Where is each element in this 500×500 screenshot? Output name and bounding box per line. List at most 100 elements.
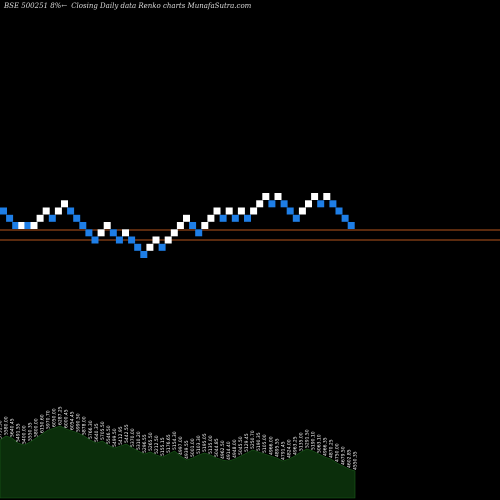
renko-brick-down <box>195 229 203 237</box>
renko-brick-up <box>122 229 129 237</box>
renko-brick-up <box>298 207 306 215</box>
renko-brick-up <box>18 222 26 229</box>
price-label: 5212.50 <box>154 435 160 454</box>
renko-brick-up <box>262 193 270 200</box>
renko-brick-down <box>244 214 251 222</box>
header-chart-label: Closing Daily data Renko charts MunafaSu… <box>71 2 251 10</box>
price-label: 5176.65 <box>166 434 172 453</box>
price-label: 4824.00 <box>286 439 292 458</box>
renko-brick-up <box>152 236 160 244</box>
renko-brick-down <box>219 214 227 222</box>
price-label: 5044.85 <box>214 438 220 457</box>
renko-brick-down <box>292 214 300 222</box>
price-label: 5751.50 <box>0 420 4 439</box>
reference-lines <box>0 229 500 241</box>
price-label: 6050.00 <box>52 408 58 427</box>
renko-brick-up <box>42 207 50 215</box>
price-label: 5550.35 <box>28 422 34 441</box>
renko-brick-down <box>317 200 325 208</box>
renko-brick-down <box>0 207 7 215</box>
price-label: 6054.45 <box>70 411 76 430</box>
renko-brick-up <box>207 214 215 222</box>
price-label: 4602.85 <box>347 449 353 468</box>
price-label: 4550.35 <box>353 451 359 470</box>
price-label: 5250.70 <box>250 430 256 449</box>
price-label: 5190.10 <box>310 431 316 450</box>
renko-brick-down <box>67 207 75 215</box>
price-label: 5400.00 <box>22 425 28 444</box>
price-label: 5265.50 <box>148 432 154 451</box>
price-label: 5990.50 <box>76 413 82 432</box>
price-label: 5705.50 <box>100 421 106 440</box>
renko-brick-down <box>48 214 56 222</box>
renko-brick-down <box>6 214 14 222</box>
price-labels: 5751.50 5580.00 5640.45 5491.55 5400.00 5550.… <box>0 406 359 470</box>
renko-brick-down <box>140 251 148 258</box>
price-label: 4948.00 <box>232 439 238 458</box>
price-label: 5103.30 <box>196 435 202 454</box>
price-label: 4791.45 <box>280 441 286 460</box>
header-symbol: BSE 500251 8% <box>3 2 62 10</box>
price-label: 6287.25 <box>58 406 64 425</box>
price-label: 5045.50 <box>238 436 244 455</box>
price-label: 5370.00 <box>130 428 136 447</box>
renko-brick-up <box>256 200 264 208</box>
price-label: 5155.15 <box>160 437 166 456</box>
price-label: 4963.25 <box>292 436 298 455</box>
price-area-fill <box>0 425 356 499</box>
renko-brick-up <box>201 222 209 229</box>
renko-brick-up <box>274 193 282 200</box>
renko-brick-down <box>231 214 239 222</box>
renko-brick-down <box>79 222 87 229</box>
price-label: 4997.00 <box>178 436 184 455</box>
price-label: 5970.70 <box>46 410 52 429</box>
renko-brick-up <box>164 236 172 244</box>
price-label: 5063.10 <box>316 434 322 453</box>
price-label: 5766.30 <box>88 420 94 439</box>
renko-brick-down <box>91 236 99 244</box>
price-label: 6000.45 <box>64 409 70 428</box>
price-label: 4966.35 <box>322 437 328 456</box>
renko-brick-down <box>109 229 117 237</box>
price-label: 5135.00 <box>298 432 304 451</box>
renko-brick-up <box>30 222 38 229</box>
renko-brick-up <box>36 214 44 222</box>
price-label: 5001.00 <box>190 438 196 457</box>
renko-brick-up <box>170 229 178 237</box>
renko-brick-down <box>335 207 343 215</box>
price-label: 5442.55 <box>124 424 130 443</box>
price-label: 4679.50 <box>341 446 347 465</box>
price-label: 4895.55 <box>274 438 280 457</box>
price-label: 5499.50 <box>112 428 118 447</box>
renko-brick-up <box>311 193 319 200</box>
price-label: 5105.00 <box>262 434 268 453</box>
price-label: 5154.30 <box>172 431 178 450</box>
renko-brick-down <box>286 207 294 215</box>
price-label: 5129.45 <box>244 433 250 452</box>
price-label: 4914.40 <box>226 441 232 460</box>
renko-brick-up <box>183 214 190 222</box>
price-label: 4939.55 <box>184 440 190 459</box>
price-label: 5412.95 <box>118 426 124 445</box>
price-label: 5296.55 <box>142 434 148 453</box>
price-label: 5291.50 <box>304 429 310 448</box>
renko-brick-down <box>73 214 81 222</box>
price-label: 5135.00 <box>208 435 214 454</box>
renko-brick-up <box>146 243 154 251</box>
price-area <box>0 425 356 499</box>
renko-brick-down <box>24 222 32 229</box>
price-label: 5580.00 <box>4 416 10 435</box>
renko-bricks <box>0 193 355 258</box>
renko-brick-down <box>128 236 136 244</box>
renko-brick-down <box>134 243 142 251</box>
renko-brick-down <box>12 222 20 229</box>
price-label: 5878.00 <box>82 416 88 435</box>
price-label: 5546.50 <box>106 425 112 444</box>
price-label: 4962.50 <box>220 440 226 459</box>
renko-brick-up <box>250 207 258 215</box>
chart-header: BSE 500251 8%← Closing Daily data Renko c… <box>3 2 252 10</box>
renko-brick-up <box>305 200 312 208</box>
